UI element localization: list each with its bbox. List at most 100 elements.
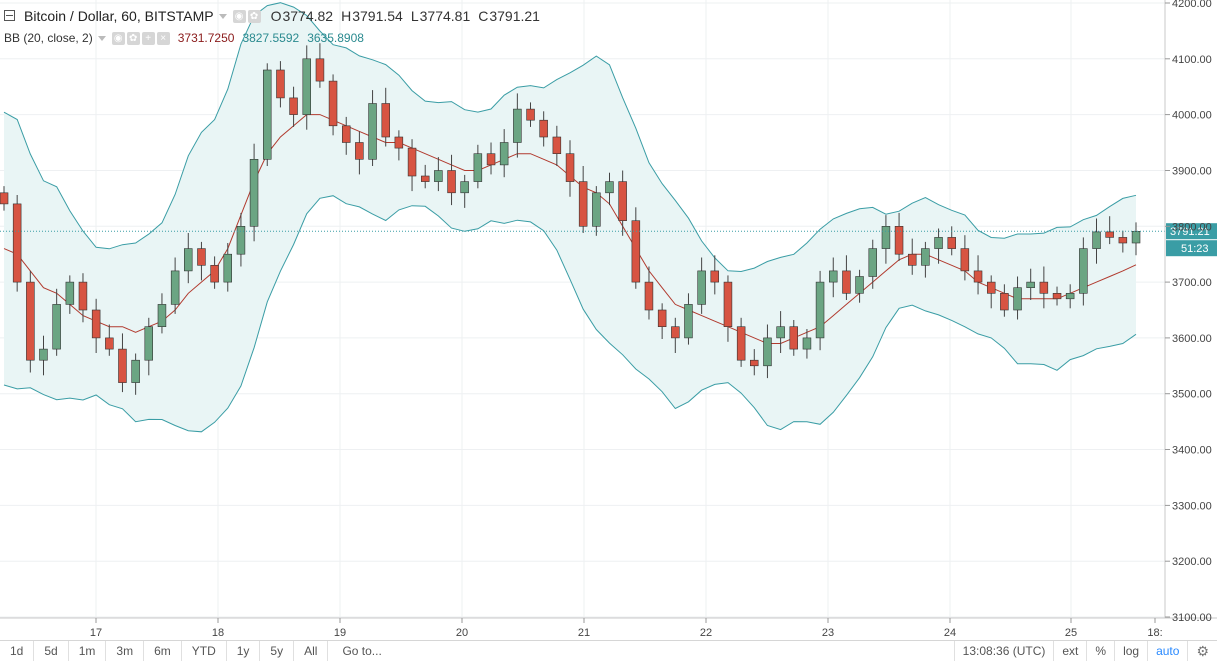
- candle-body: [526, 108, 535, 121]
- candle-body: [1105, 231, 1114, 238]
- candle-body: [1039, 281, 1049, 294]
- candle-body: [749, 359, 759, 367]
- candle-body: [592, 192, 601, 227]
- last-price-line: 3791.21 51:23: [0, 223, 1217, 257]
- candle-body: [855, 276, 864, 294]
- bb-lower-value: 3635.8908: [307, 31, 364, 45]
- candle-body: [631, 220, 641, 283]
- candle-body: [341, 125, 351, 143]
- candle-body: [1000, 292, 1009, 311]
- candle-body: [447, 170, 456, 194]
- candle-body: [684, 304, 693, 339]
- countdown-label: 51:23: [1181, 243, 1209, 255]
- candle-body: [262, 69, 272, 160]
- price-tick-label: 4000.00: [1172, 110, 1212, 122]
- candle-body: [605, 181, 614, 194]
- bb-upper-line: [3, 2, 1137, 273]
- chevron-down-icon[interactable]: [97, 35, 106, 41]
- price-chart[interactable]: 3791.21 51:23 4200.00 4100.00 4000.00 3900.0…: [0, 0, 1217, 640]
- candle-body: [1065, 292, 1075, 300]
- timeframe-button[interactable]: YTD: [182, 641, 227, 661]
- time-tick-label: 18:: [1147, 627, 1162, 639]
- time-tick-label: 24: [944, 627, 956, 639]
- settings-icon[interactable]: ✿: [126, 31, 140, 45]
- goto-button[interactable]: Go to...: [342, 644, 382, 658]
- candle-body: [723, 281, 733, 328]
- candle-body: [697, 270, 706, 305]
- last-price-badge: [1166, 223, 1217, 240]
- candle-body: [881, 226, 891, 249]
- candle-body: [223, 253, 233, 283]
- eye-icon[interactable]: ◉: [232, 9, 246, 23]
- bb-upper-value: 3827.5592: [242, 31, 300, 45]
- candle-body: [565, 153, 575, 182]
- low-label: L: [410, 8, 419, 24]
- gear-icon[interactable]: ⚙: [1187, 641, 1217, 661]
- collapse-icon[interactable]: [4, 9, 15, 21]
- indicator-title[interactable]: BB (20, close, 2): [4, 31, 93, 45]
- candle-body: [1092, 231, 1101, 249]
- symbol-title[interactable]: Bitcoin / Dollar, 60, BITSTAMP: [24, 8, 214, 24]
- countdown-badge: [1166, 240, 1217, 257]
- candlestick-series: [0, 43, 1141, 395]
- timeframe-button[interactable]: All: [294, 641, 329, 661]
- candle-body: [210, 264, 219, 283]
- candle-body: [815, 281, 825, 339]
- low-value: 3774.81: [419, 8, 471, 24]
- close-label: C: [478, 8, 489, 24]
- timeframe-button[interactable]: 6m: [144, 641, 182, 661]
- candle-body: [710, 270, 719, 283]
- log-button[interactable]: log: [1114, 641, 1147, 661]
- candle-body: [460, 181, 469, 194]
- add-icon[interactable]: +: [141, 31, 155, 45]
- candle-body: [736, 326, 746, 361]
- candle-body: [420, 175, 430, 182]
- bottom-toolbar: 1d 5d 1m 3m 6m YTD 1y 5y All Go to... 13:08:36 (…: [0, 640, 1217, 661]
- timeframe-button[interactable]: 5y: [260, 641, 295, 661]
- candle-body: [763, 337, 772, 367]
- price-tick-label: 3900.00: [1172, 166, 1212, 178]
- timeframe-button[interactable]: 5d: [34, 641, 69, 661]
- timeframe-button[interactable]: 3m: [106, 641, 145, 661]
- bb-basis-value: 3731.7250: [177, 31, 235, 45]
- candle-body: [407, 147, 417, 177]
- open-value: 3774.82: [282, 8, 334, 24]
- candle-body: [539, 119, 548, 138]
- candle-body: [776, 326, 785, 339]
- time-tick-label: 20: [456, 627, 468, 639]
- candle-body: [960, 248, 970, 272]
- candle-body: [947, 237, 956, 249]
- time-tick-label: 18: [212, 627, 224, 639]
- bb-fill: [4, 2, 1136, 432]
- time-tick-label: 23: [822, 627, 834, 639]
- time-tick-label: 25: [1065, 627, 1077, 639]
- price-tick-label: 3400.00: [1172, 445, 1212, 457]
- candle-body: [1118, 237, 1128, 244]
- candle-body: [1079, 248, 1088, 294]
- candle-body: [1131, 231, 1141, 244]
- indicator-legend: BB (20, close, 2) ◉ ✿ + × 3731.7250 3827…: [4, 31, 364, 45]
- close-icon[interactable]: ×: [156, 31, 170, 45]
- timeframe-button[interactable]: 1y: [227, 641, 261, 661]
- candle-body: [1026, 281, 1035, 289]
- percent-button[interactable]: %: [1086, 641, 1114, 661]
- price-tick-label: 3600.00: [1172, 333, 1212, 345]
- chevron-down-icon[interactable]: [218, 13, 227, 19]
- candle-body: [868, 248, 877, 277]
- price-tick-label: 3200.00: [1172, 556, 1212, 568]
- candle-body: [39, 348, 48, 361]
- candle-body: [789, 326, 798, 350]
- price-tick-label: 3800.00: [1172, 221, 1212, 233]
- candle-body: [552, 136, 562, 155]
- settings-icon[interactable]: ✿: [247, 9, 261, 23]
- timeframe-button[interactable]: 1d: [0, 641, 35, 661]
- candle-body: [486, 153, 496, 166]
- price-tick-label: 3500.00: [1172, 389, 1212, 401]
- candle-body: [0, 192, 9, 205]
- auto-button[interactable]: auto: [1147, 641, 1187, 661]
- eye-icon[interactable]: ◉: [111, 31, 125, 45]
- ext-button[interactable]: ext: [1053, 641, 1086, 661]
- timeframe-button[interactable]: 1m: [69, 641, 107, 661]
- candle-body: [184, 248, 193, 272]
- high-label: H: [341, 8, 352, 24]
